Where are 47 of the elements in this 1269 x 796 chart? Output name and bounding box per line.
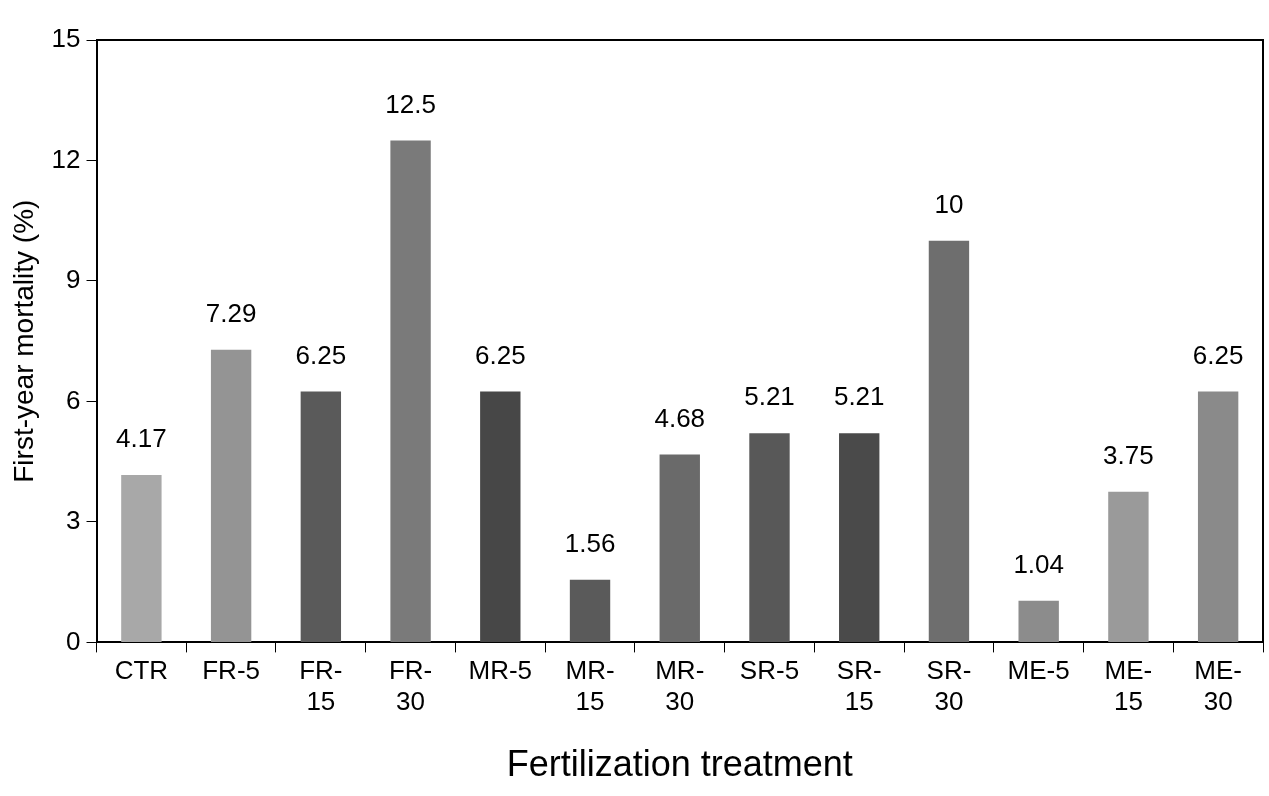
bar (1018, 600, 1059, 642)
bar (1108, 491, 1149, 642)
x-tick-label: FR-30 (388, 655, 433, 717)
bar (569, 579, 611, 642)
data-label: 1.56 (564, 527, 616, 558)
x-tick-label: MR-30 (655, 655, 705, 717)
x-axis-title: Fertilization treatment (506, 743, 853, 785)
x-tick-label: ME-15 (1104, 655, 1153, 717)
data-label: 1.04 (1013, 548, 1064, 579)
y-tick-label: 9 (66, 264, 81, 295)
bar (1197, 391, 1239, 642)
y-tick-label: 15 (51, 23, 81, 54)
bar (928, 240, 970, 642)
bar (839, 433, 880, 642)
x-tick-label: FR-15 (299, 655, 343, 717)
x-tick-label: MR-5 (468, 655, 533, 686)
data-label: 7.29 (205, 297, 257, 328)
y-tick-label: 0 (66, 625, 81, 656)
bar (659, 454, 700, 642)
bar (390, 140, 431, 642)
data-label: 10 (934, 188, 964, 219)
data-label: 12.5 (385, 88, 436, 119)
x-tick-label: SR-30 (926, 655, 972, 717)
y-tick-label: 3 (66, 505, 81, 536)
x-tick-label: ME-5 (1007, 655, 1070, 686)
bar (300, 391, 342, 642)
bar (210, 349, 252, 642)
bar (480, 391, 521, 642)
bar (749, 433, 790, 642)
data-label: 5.21 (833, 381, 885, 412)
data-label: 4.17 (116, 423, 167, 454)
data-label: 4.68 (654, 402, 706, 433)
x-tick-label: MR-15 (565, 655, 615, 717)
data-label: 6.25 (295, 339, 347, 370)
bar (121, 474, 162, 642)
x-tick-label: SR-15 (836, 655, 882, 717)
x-tick-label: CTR (114, 655, 169, 686)
x-tick-label: FR-5 (202, 655, 260, 686)
data-label: 3.75 (1103, 439, 1154, 470)
data-label: 6.25 (1192, 339, 1244, 370)
data-label: 6.25 (475, 339, 526, 370)
x-tick-label: ME-30 (1194, 655, 1242, 717)
x-tick-label: SR-5 (739, 655, 800, 686)
y-axis-title: First-year mortality (%) (7, 199, 39, 483)
y-tick-label: 12 (51, 143, 81, 174)
data-label: 5.21 (744, 381, 795, 412)
y-tick-label: 6 (66, 384, 81, 415)
